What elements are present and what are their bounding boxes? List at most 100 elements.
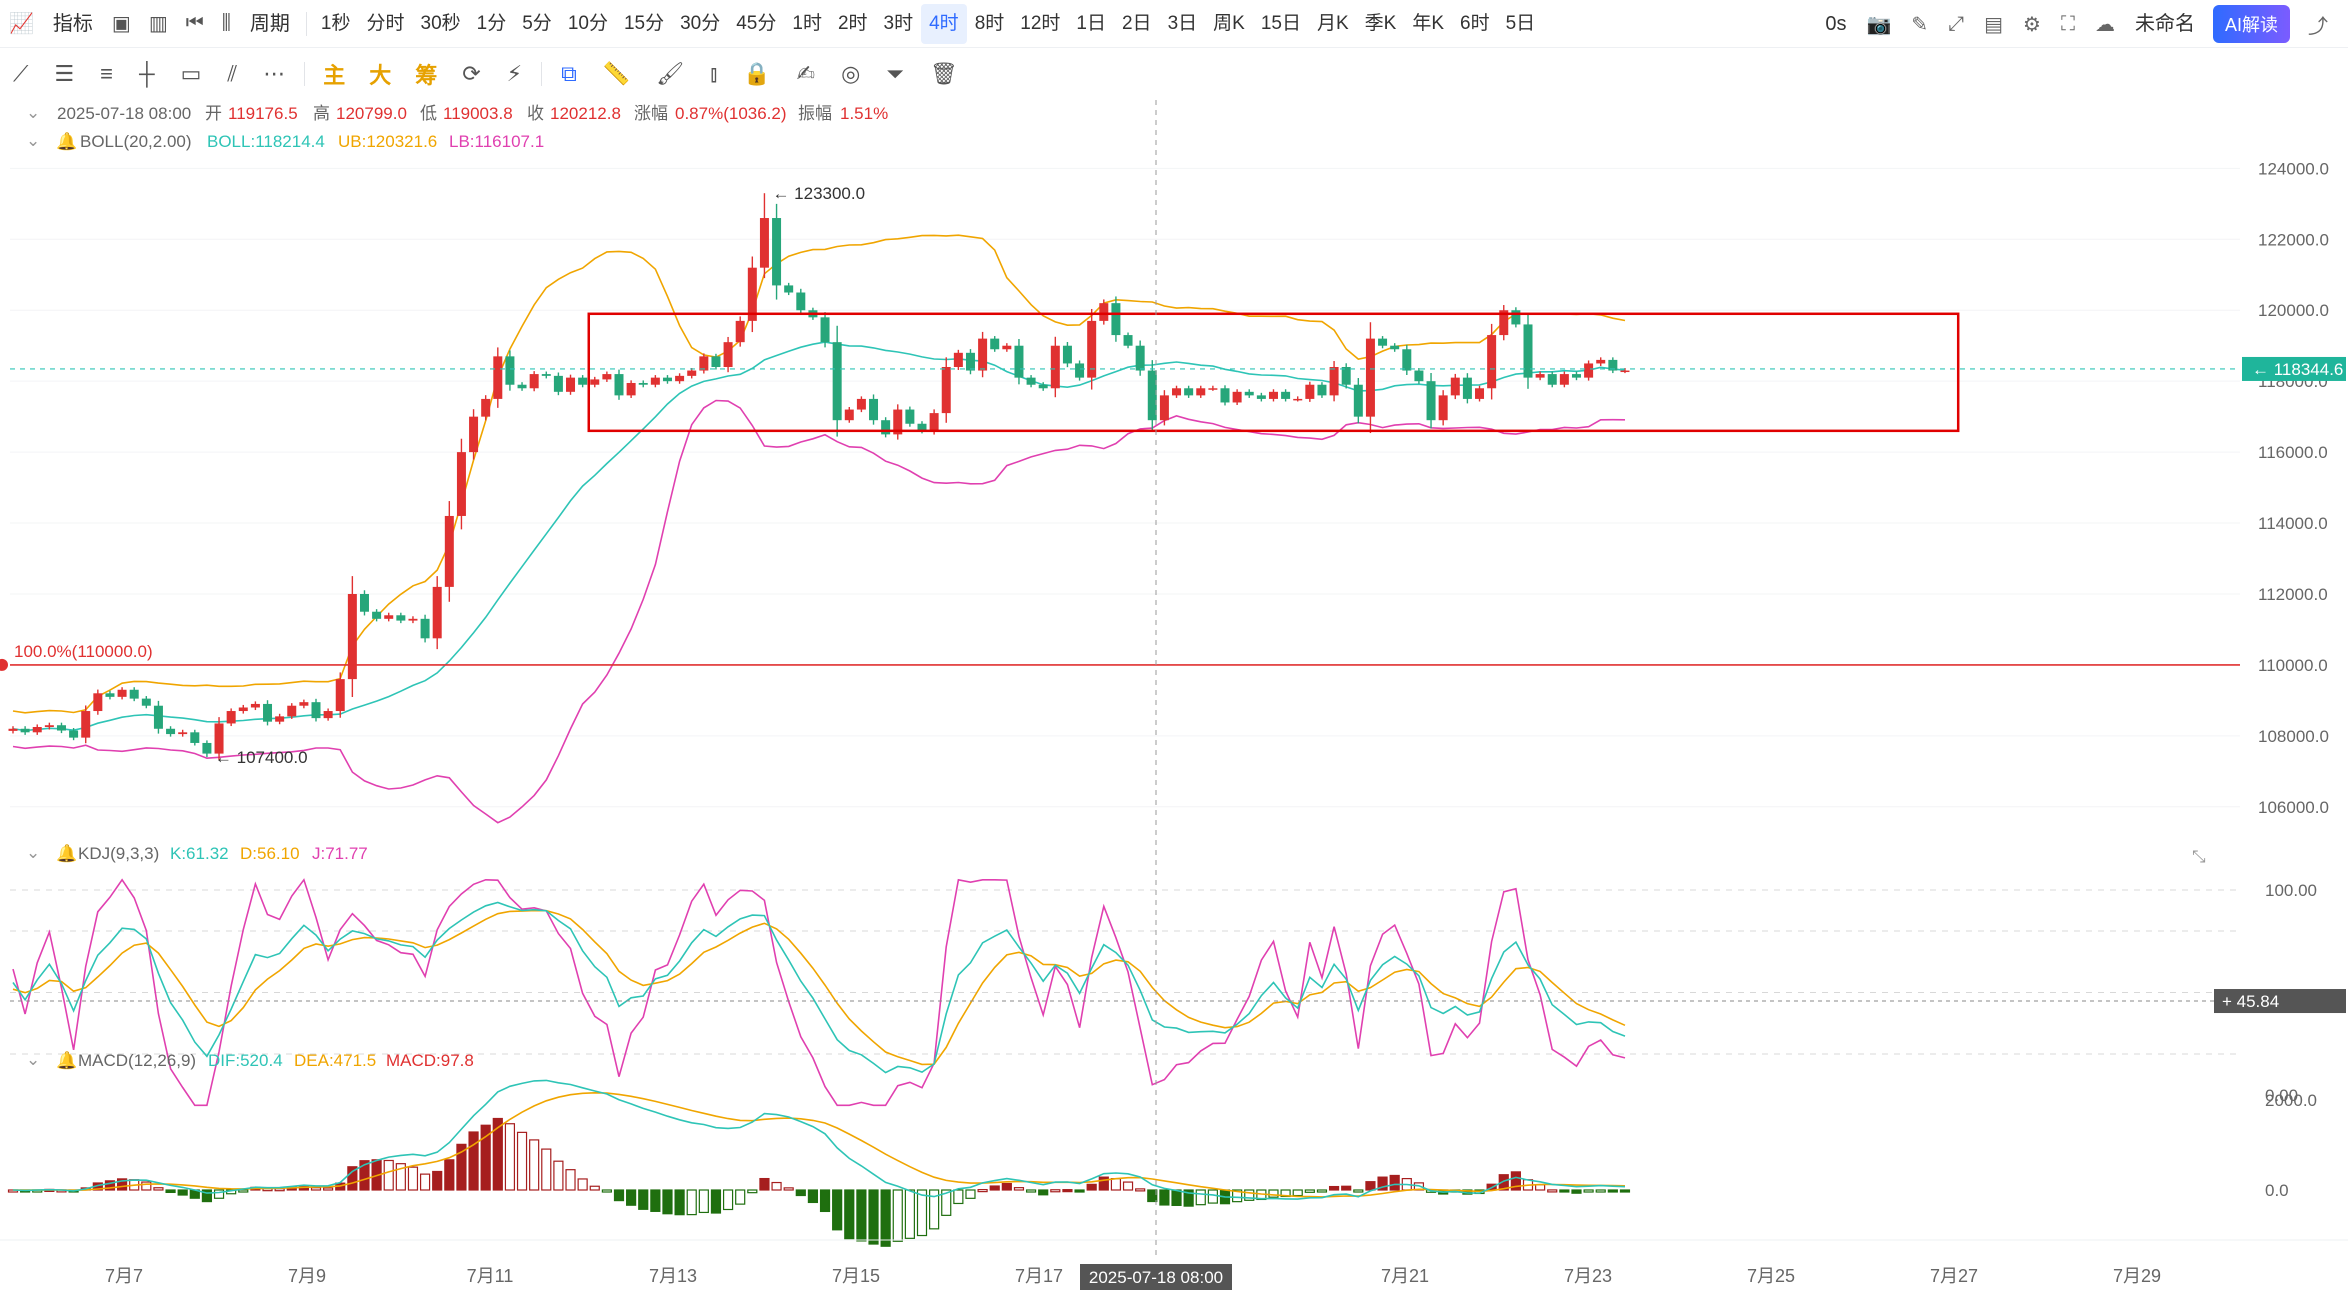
- candle-72: [881, 417, 891, 438]
- interval-19[interactable]: 15日: [1260, 12, 1301, 34]
- interval-11[interactable]: 3时: [883, 12, 914, 34]
- candle-body-93: [1135, 345, 1145, 371]
- macd-bar-55: [674, 1189, 685, 1216]
- ruler-icon[interactable]: 📏: [602, 61, 631, 86]
- interval-16[interactable]: 2日: [1121, 12, 1152, 34]
- fib-tool-icon[interactable]: ⫽: [227, 61, 238, 86]
- edit-icon[interactable]: ✍: [796, 61, 816, 86]
- interval-9[interactable]: 1时: [792, 12, 822, 34]
- more-tools-icon[interactable]: ⋯: [263, 61, 286, 86]
- candle-body-44: [541, 374, 551, 376]
- horizontal-line-icon[interactable]: ┼: [138, 61, 155, 86]
- bell-icon[interactable]: 🔔: [56, 1051, 77, 1070]
- interval-0[interactable]: 1秒: [320, 12, 351, 34]
- bell-icon[interactable]: 🔔: [56, 132, 77, 151]
- gear-icon[interactable]: ⚙: [2023, 13, 2041, 36]
- candle-body-29: [359, 593, 369, 612]
- candle-55: [675, 373, 685, 384]
- interval-2[interactable]: 30秒: [420, 12, 461, 34]
- candle-body-83: [1014, 345, 1024, 378]
- candle-body-61: [747, 267, 757, 321]
- candle-5: [69, 727, 79, 741]
- interval-4[interactable]: 5分: [522, 12, 552, 34]
- candle-body-45: [553, 375, 563, 392]
- calendar-icon[interactable]: ▣: [111, 13, 131, 35]
- interval-7[interactable]: 30分: [680, 12, 721, 34]
- fullscreen-icon[interactable]: ⛶: [2060, 12, 2075, 35]
- share-icon[interactable]: ⤴: [2308, 15, 2328, 38]
- interval-5[interactable]: 10分: [567, 12, 608, 34]
- interval-1[interactable]: 分时: [366, 12, 405, 34]
- candle-31: [384, 612, 394, 622]
- candle-24: [299, 699, 309, 709]
- interval-20[interactable]: 月K: [1316, 12, 1349, 34]
- interval-24[interactable]: 5日: [1505, 12, 1536, 34]
- expand-icon[interactable]: ⤢: [1948, 12, 1965, 35]
- collapse-icon[interactable]: ⌄: [26, 131, 40, 150]
- expand-panel-icon: ⤡: [2192, 847, 2206, 866]
- pen-icon[interactable]: ✎: [1911, 13, 1929, 36]
- candle-124: [1511, 307, 1521, 328]
- interval-10[interactable]: 2时: [837, 12, 868, 34]
- rectangle-tool-icon[interactable]: ▭: [180, 61, 202, 86]
- candle-body-105: [1281, 391, 1291, 399]
- bell-icon[interactable]: 🔔: [56, 844, 77, 863]
- line-tool-icon[interactable]: ⟋: [13, 61, 29, 86]
- macd-bar-113: [1377, 1176, 1388, 1191]
- candle-icon[interactable]: ⫾: [710, 61, 718, 86]
- interval-17[interactable]: 3日: [1167, 12, 1198, 34]
- interval-18[interactable]: 周K: [1213, 12, 1245, 34]
- interval-8[interactable]: 45分: [736, 12, 777, 34]
- filter-icon[interactable]: ⏷: [886, 61, 904, 86]
- interval-13[interactable]: 8时: [974, 12, 1005, 34]
- refresh-icon[interactable]: ⟳: [462, 61, 481, 86]
- candle-6: [81, 705, 91, 744]
- collapse-icon[interactable]: ⌄: [26, 843, 40, 862]
- interval-22[interactable]: 年K: [1412, 12, 1445, 34]
- channel-tool-icon[interactable]: ≡: [100, 61, 113, 86]
- interval-6[interactable]: 15分: [623, 12, 665, 34]
- candle-70: [856, 396, 866, 413]
- macd-bar-52: [638, 1189, 649, 1210]
- macd-bar-28: [347, 1166, 358, 1191]
- chart-area[interactable]: ⌄ 2025-07-18 08:00 开 119176.5 高 120799.0…: [0, 100, 2348, 1302]
- trash-icon[interactable]: 🗑: [929, 61, 958, 86]
- rewind-icon[interactable]: ⏮: [185, 12, 204, 34]
- large-order-button[interactable]: 大: [369, 63, 392, 88]
- interval-14[interactable]: 12时: [1020, 12, 1061, 34]
- candle-body-90: [1099, 303, 1109, 321]
- camera-icon[interactable]: 📷: [1866, 13, 1892, 36]
- interval-3[interactable]: 1分: [476, 12, 507, 34]
- interval-21[interactable]: 季K: [1364, 12, 1397, 34]
- info-close-label: 收: [527, 104, 544, 123]
- indicator-icon[interactable]: 📈: [9, 13, 34, 35]
- eye-icon[interactable]: ◎: [841, 61, 861, 86]
- lock-icon[interactable]: 🔒: [743, 61, 771, 86]
- copy-icon[interactable]: ⧉: [561, 61, 577, 86]
- collapse-icon[interactable]: ⌄: [26, 103, 40, 122]
- period-dropdown[interactable]: 周期: [249, 12, 290, 35]
- interval-12[interactable]: 4时: [921, 3, 967, 44]
- parallel-tool-icon[interactable]: ☰: [54, 61, 75, 86]
- interval-23[interactable]: 6时: [1460, 12, 1490, 34]
- indicators-button[interactable]: 指标: [52, 12, 93, 35]
- brush-icon[interactable]: 🖌: [656, 61, 685, 86]
- candle-2: [32, 724, 42, 735]
- image-icon[interactable]: ▤: [1984, 13, 2004, 36]
- ai-analysis-button[interactable]: AI解读: [2212, 5, 2290, 43]
- magic-icon[interactable]: ⚡: [506, 61, 523, 86]
- interval-15[interactable]: 1日: [1076, 12, 1106, 34]
- candle-37: [456, 438, 466, 530]
- layout-name-dropdown[interactable]: 未命名: [2134, 13, 2195, 35]
- candle-104: [1268, 389, 1278, 402]
- macd-bar-58: [710, 1189, 722, 1214]
- chip-button[interactable]: 筹: [415, 63, 438, 88]
- chart-style-icon[interactable]: ⫼: [221, 12, 231, 34]
- layout-icon[interactable]: ▥: [148, 13, 168, 35]
- cloud-icon[interactable]: ☁: [2094, 13, 2115, 36]
- main-chart-button[interactable]: 主: [323, 63, 346, 88]
- macd-dif-line: [12, 1079, 1626, 1200]
- collapse-icon[interactable]: ⌄: [26, 1050, 40, 1069]
- candle-63: [772, 203, 782, 300]
- macd-bar-112: [1365, 1181, 1376, 1191]
